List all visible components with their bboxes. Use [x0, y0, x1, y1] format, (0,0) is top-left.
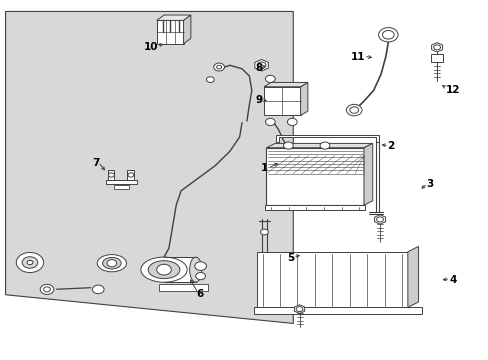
Ellipse shape: [102, 257, 121, 269]
Text: 10: 10: [143, 42, 158, 51]
Text: 12: 12: [445, 85, 459, 95]
Polygon shape: [5, 12, 293, 323]
Polygon shape: [276, 135, 378, 142]
Circle shape: [433, 45, 440, 50]
Circle shape: [22, 257, 38, 268]
Ellipse shape: [148, 261, 180, 279]
Bar: [163, 257, 195, 282]
Polygon shape: [264, 82, 307, 87]
Text: 11: 11: [350, 52, 365, 62]
Bar: [264, 205, 365, 211]
Circle shape: [157, 264, 171, 275]
Circle shape: [257, 62, 265, 68]
Ellipse shape: [141, 257, 187, 282]
Polygon shape: [374, 215, 385, 224]
Text: 3: 3: [425, 179, 432, 189]
Polygon shape: [300, 82, 307, 116]
Polygon shape: [183, 15, 190, 44]
Circle shape: [27, 260, 33, 265]
Polygon shape: [294, 305, 304, 314]
Circle shape: [265, 118, 275, 126]
Circle shape: [376, 217, 383, 222]
Text: 1: 1: [260, 163, 267, 173]
Circle shape: [92, 285, 104, 294]
Circle shape: [296, 307, 303, 312]
Circle shape: [16, 252, 43, 273]
Circle shape: [320, 142, 329, 149]
Polygon shape: [254, 59, 268, 71]
Bar: [127, 170, 134, 180]
Circle shape: [346, 104, 361, 116]
Bar: [105, 180, 137, 184]
Bar: [108, 170, 114, 180]
Polygon shape: [363, 143, 372, 205]
Circle shape: [349, 107, 358, 113]
Polygon shape: [431, 42, 442, 52]
Circle shape: [43, 287, 50, 292]
Circle shape: [283, 142, 293, 149]
Polygon shape: [407, 246, 418, 307]
Bar: [159, 284, 207, 291]
Bar: [256, 252, 407, 307]
Ellipse shape: [189, 257, 202, 282]
Text: 9: 9: [255, 95, 263, 105]
Circle shape: [260, 229, 268, 235]
Bar: [430, 54, 443, 62]
Text: 8: 8: [255, 63, 263, 73]
Circle shape: [216, 65, 221, 69]
Circle shape: [40, 284, 54, 294]
Bar: [114, 185, 129, 189]
Text: 4: 4: [448, 275, 456, 285]
Bar: [266, 148, 363, 205]
Circle shape: [195, 273, 205, 280]
Circle shape: [194, 262, 206, 270]
Bar: [157, 21, 183, 44]
Text: 7: 7: [92, 158, 100, 168]
Circle shape: [382, 31, 393, 39]
Polygon shape: [157, 15, 190, 21]
Circle shape: [108, 173, 114, 177]
Circle shape: [378, 28, 397, 42]
Circle shape: [107, 260, 117, 267]
Ellipse shape: [97, 255, 126, 272]
Text: 2: 2: [386, 141, 393, 151]
Circle shape: [206, 77, 214, 82]
Circle shape: [213, 63, 224, 71]
Text: 5: 5: [286, 253, 294, 263]
Circle shape: [265, 75, 275, 82]
Text: 6: 6: [196, 289, 203, 299]
Bar: [264, 87, 300, 116]
Circle shape: [128, 173, 134, 177]
Circle shape: [287, 118, 297, 126]
Bar: [254, 307, 422, 314]
Polygon shape: [266, 143, 372, 148]
